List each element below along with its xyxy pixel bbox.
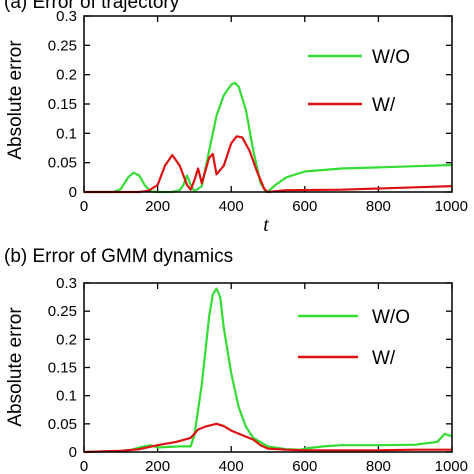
series-line-wo — [84, 81, 453, 194]
panel-b-x-tick-labels: 0 200 400 600 800 1000 — [80, 458, 468, 474]
y-tick-label: 0.3 — [56, 8, 77, 25]
panel-a-x-tick-labels: 0 200 400 600 800 1000 — [80, 198, 468, 215]
y-tick-label: 0.15 — [48, 96, 77, 113]
x-tick-label: 1000 — [435, 458, 468, 474]
x-tick-label: 600 — [292, 198, 317, 215]
y-tick-label: 0.3 — [56, 275, 77, 292]
legend-label-wo: W/O — [372, 47, 410, 68]
panel-a-y-axis-label: Absolute error — [5, 40, 26, 160]
y-tick-label: 0.25 — [48, 37, 77, 54]
series-line-wo — [83, 287, 453, 454]
y-tick-label: 0 — [69, 184, 77, 201]
panel-b-y-axis-label: Absolute error — [5, 307, 26, 427]
panel-b: (b) Error of GMM dynamics 0 200 400 600 800 1… — [4, 246, 468, 474]
x-tick-label: 200 — [145, 458, 170, 474]
series-line-w — [84, 135, 453, 194]
panel-a-title: (a) Error of trajectory — [4, 0, 180, 13]
panel-a-plot-frame — [83, 15, 453, 193]
panel-a-legend: W/O W/ — [308, 47, 410, 116]
y-tick-label: 0.15 — [48, 360, 77, 377]
panel-b-legend: W/O W/ — [298, 307, 410, 369]
y-tick-label: 0.25 — [48, 303, 77, 320]
panel-a-x-axis-label: t — [263, 214, 269, 236]
panel-b-title: (b) Error of GMM dynamics — [4, 246, 233, 267]
x-tick-label: 800 — [366, 458, 391, 474]
series-line-w — [83, 422, 452, 454]
x-tick-label: 800 — [366, 198, 391, 215]
x-tick-label: 200 — [145, 198, 170, 215]
panel-a-y-tick-labels: 0 0.05 0.1 0.15 0.2 0.25 0.3 — [48, 8, 77, 201]
x-tick-label: 400 — [219, 198, 244, 215]
panel-a: (a) Error of trajectory 0 200 400 600 800 100… — [4, 0, 468, 236]
y-tick-label: 0.1 — [56, 125, 77, 142]
y-tick-label: 0 — [69, 444, 77, 461]
legend-label-wo: W/O — [372, 307, 410, 328]
y-tick-label: 0.05 — [48, 416, 77, 433]
y-tick-label: 0.1 — [56, 388, 77, 405]
x-tick-label: 0 — [80, 198, 88, 215]
panel-b-plot-frame — [83, 282, 453, 453]
x-tick-label: 1000 — [435, 198, 468, 215]
y-tick-label: 0.2 — [56, 331, 77, 348]
y-tick-label: 0.2 — [56, 67, 77, 84]
y-tick-label: 0.05 — [48, 155, 77, 172]
panel-b-series — [83, 287, 453, 454]
legend-label-w: W/ — [372, 95, 396, 116]
x-tick-label: 0 — [80, 458, 88, 474]
panel-b-y-tick-labels: 0 0.05 0.1 0.15 0.2 0.25 0.3 — [48, 275, 77, 461]
x-tick-label: 600 — [292, 458, 317, 474]
x-tick-label: 400 — [219, 458, 244, 474]
panel-a-series — [84, 81, 453, 194]
legend-label-w: W/ — [372, 348, 396, 369]
panel-a-ticks — [83, 15, 453, 193]
